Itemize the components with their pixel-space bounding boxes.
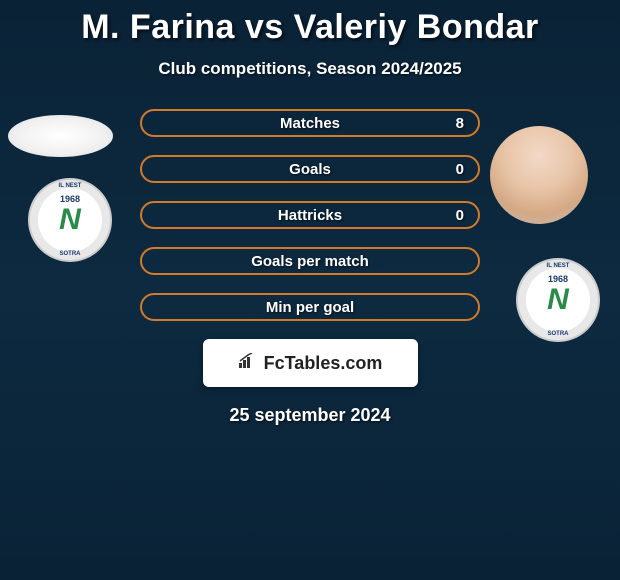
page-title: M. Farina vs Valeriy Bondar [0,0,620,47]
stat-value-right: 8 [456,115,464,132]
stat-row: Matches 8 [140,109,480,137]
stat-label: Min per goal [266,299,354,316]
date-text: 25 september 2024 [0,405,620,426]
stat-value-right: 0 [456,161,464,178]
subtitle: Club competitions, Season 2024/2025 [0,59,620,79]
stat-row: Goals per match [140,247,480,275]
stat-row: Min per goal [140,293,480,321]
stat-row: Hattricks 0 [140,201,480,229]
stat-label: Matches [280,115,340,132]
club-text-bot: SOTRA [548,331,569,337]
stat-label: Goals per match [251,253,369,270]
stat-label: Hattricks [278,207,342,224]
chart-icon [238,353,258,374]
watermark-text: FcTables.com [264,353,383,374]
stat-value-right: 0 [456,207,464,224]
watermark-box: FcTables.com [203,339,418,387]
stat-label: Goals [289,161,331,178]
stats-area: Matches 8 Goals 0 Hattricks 0 Goals per match M… [0,109,620,321]
stat-row: Goals 0 [140,155,480,183]
